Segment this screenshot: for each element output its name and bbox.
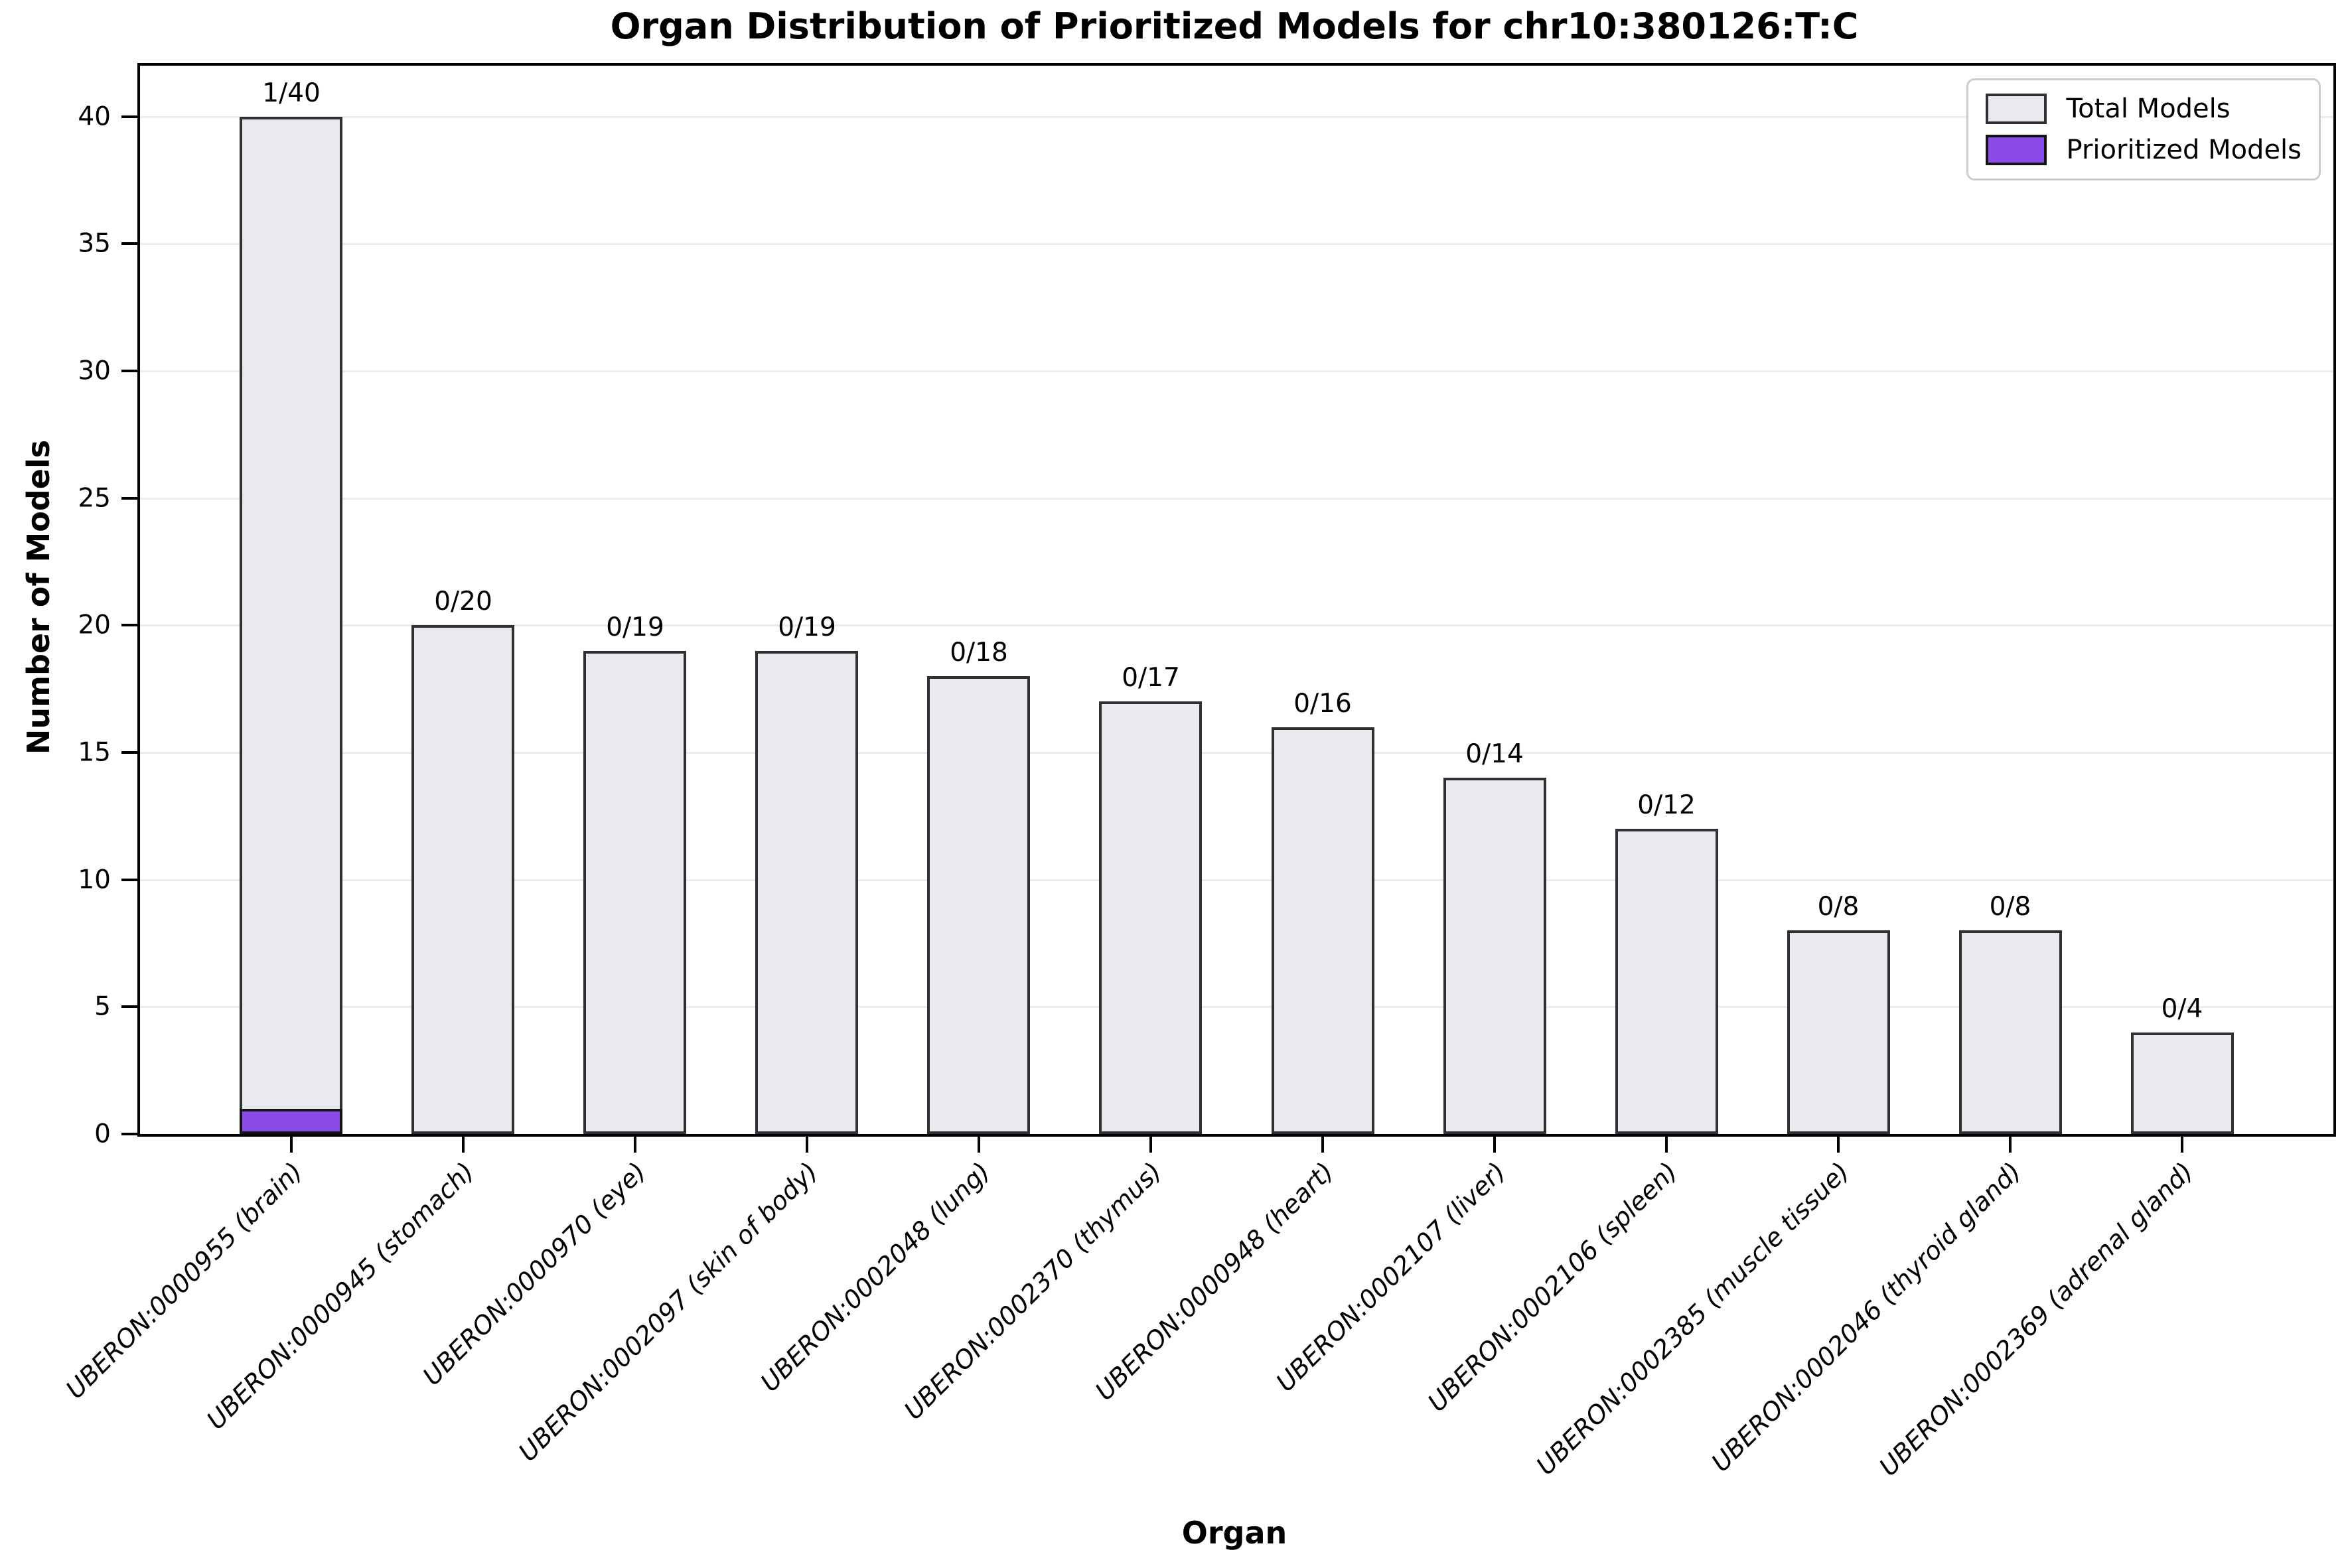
legend-swatch-total-models [1985,94,2047,124]
x-tick-mark [1321,1137,1324,1153]
bar-total [583,651,686,1134]
x-tick-mark [290,1137,293,1153]
bar-value-label: 0/19 [778,612,836,642]
y-tick-mark [121,115,137,118]
legend-label-prioritized-models: Prioritized Models [2066,135,2302,165]
x-tick-mark [1837,1137,1840,1153]
y-tick-label: 0 [94,1119,111,1149]
bar-value-label: 0/4 [2161,994,2203,1024]
x-tick-mark [806,1137,808,1153]
plot-area: 0 5 10 15 20 25 30 35 40 1/40 UBERON:0000955 (brai… [60,63,2336,1482]
gridline [140,115,2333,118]
bar-total [1272,727,1374,1134]
y-tick-mark [121,1005,137,1009]
x-tick-label: UBERON:0000945 (stomach) [201,1157,480,1435]
x-tick-mark [978,1137,980,1153]
x-axis-label: Organ [1181,1515,1287,1551]
y-tick-mark [121,242,137,246]
y-tick-mark [121,624,137,627]
bar-prioritized [240,1109,342,1134]
bar-value-label: 0/8 [1989,892,2031,922]
legend-swatch-prioritized-models [1985,135,2047,165]
x-tick-mark [1665,1137,1668,1153]
x-tick-label: UBERON:0002097 (skin of body) [513,1157,824,1467]
legend-entry-prioritized-models: Prioritized Models [1985,135,2302,165]
gridline [140,752,2333,754]
gridline [140,1006,2333,1009]
gridline [140,497,2333,500]
x-tick-mark [1149,1137,1152,1153]
x-tick-label: UBERON:0002046 (thyroid gland) [1706,1157,2027,1478]
bar-total [927,676,1030,1134]
bar-value-label: 0/16 [1293,689,1352,719]
y-tick-label: 5 [94,991,111,1022]
bar-total [1443,778,1546,1134]
bar-total [411,625,514,1134]
bar-total [1959,930,2062,1134]
x-tick-label: UBERON:0002385 (muscle tissue) [1530,1157,1856,1481]
x-tick-mark [634,1137,636,1153]
x-tick-mark [2009,1137,2012,1153]
bar-value-label: 1/40 [262,78,321,108]
y-tick-label: 10 [78,865,111,895]
x-tick-label: UBERON:0002369 (adrenal gland) [1873,1157,2199,1482]
y-axis-label: Number of Models [21,439,56,755]
y-tick-mark [121,1133,137,1135]
y-tick-label: 20 [78,610,111,640]
gridline [140,879,2333,881]
y-tick-label: 35 [78,228,111,259]
bar-value-label: 0/19 [606,612,664,642]
bar-total [1099,701,1202,1134]
chart-title: Organ Distribution of Prioritized Models… [610,5,1859,47]
legend-entry-total-models: Total Models [1985,94,2302,124]
bar-value-label: 0/18 [950,638,1008,668]
legend-label-total-models: Total Models [2066,94,2231,124]
gridline [140,370,2333,372]
y-tick-label: 40 [78,102,111,132]
x-tick-mark [1493,1137,1496,1153]
x-tick-mark [462,1137,465,1153]
bar-value-label: 0/14 [1465,739,1524,769]
gridline [140,243,2333,246]
y-tick-mark [121,751,137,754]
bar-total [1787,930,1890,1134]
y-tick-label: 15 [78,737,111,768]
bar-total [2131,1033,2234,1134]
gridline [140,624,2333,627]
y-tick-label: 30 [78,356,111,386]
y-tick-mark [121,496,137,500]
y-tick-label: 25 [78,483,111,514]
bar-value-label: 0/12 [1637,790,1696,820]
bar-total [755,651,858,1134]
bar-value-label: 0/17 [1122,663,1180,693]
y-tick-mark [121,370,137,372]
bar-value-label: 0/20 [434,587,492,616]
x-tick-mark [2181,1137,2183,1153]
bar-total [240,117,342,1134]
legend: Total Models Prioritized Models [1966,78,2321,180]
bar-total [1615,829,1718,1134]
bar-value-label: 0/8 [1817,892,1860,922]
y-tick-mark [121,878,137,881]
